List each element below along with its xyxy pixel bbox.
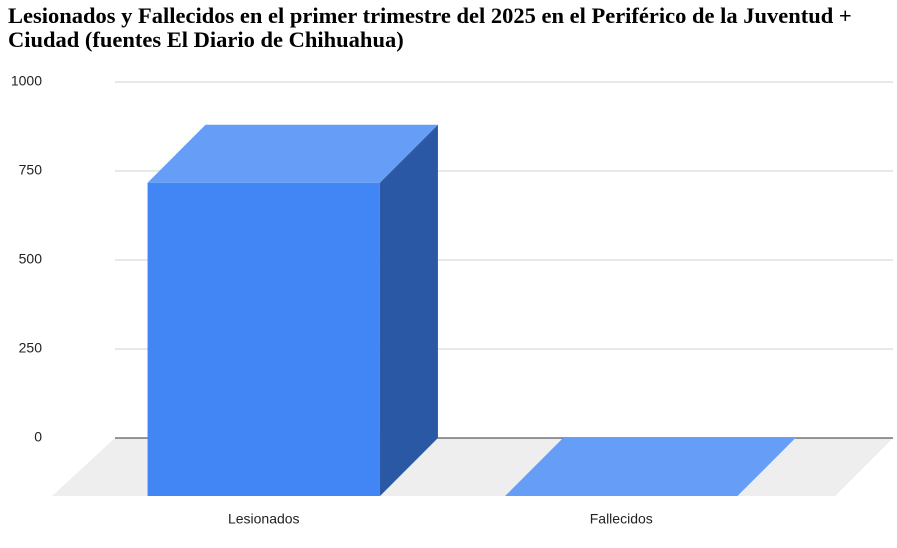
y-tick-label: 750 bbox=[19, 162, 43, 178]
y-tick-label: 250 bbox=[19, 340, 43, 356]
y-tick-label: 500 bbox=[19, 251, 43, 267]
chart-title: Lesionados y Fallecidos en el primer tri… bbox=[8, 3, 852, 52]
bar-side bbox=[379, 124, 438, 496]
bar bbox=[147, 182, 380, 496]
bar-top bbox=[505, 438, 796, 496]
y-tick-label: 1000 bbox=[11, 73, 42, 89]
x-tick-label: Lesionados bbox=[228, 511, 300, 527]
y-tick-label: 0 bbox=[34, 429, 42, 445]
x-tick-label: Fallecidos bbox=[590, 511, 653, 527]
bar-top bbox=[147, 124, 438, 183]
